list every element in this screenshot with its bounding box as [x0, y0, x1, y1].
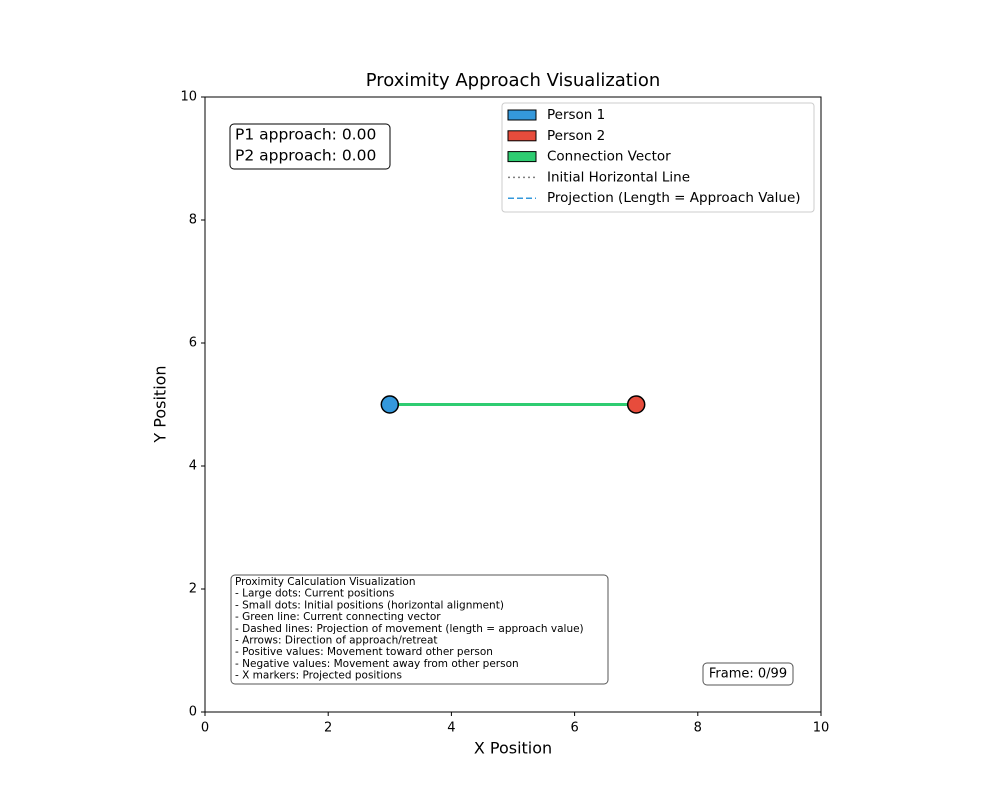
info-line: - Negative values: Movement away from ot…	[235, 658, 519, 670]
x-tick-label: 4	[447, 721, 455, 736]
legend-label: Projection (Length = Approach Value)	[547, 190, 801, 206]
x-tick-label: 8	[694, 721, 702, 736]
info-line: - Green line: Current connecting vector	[235, 611, 441, 623]
plot-area	[204, 96, 822, 713]
y-axis-label: Y Position	[151, 365, 170, 443]
x-tick-label: 10	[813, 721, 830, 736]
legend-label: Connection Vector	[547, 149, 671, 165]
info-line: - Dashed lines: Projection of movement (…	[235, 623, 584, 635]
info-line: - Large dots: Current positions	[235, 588, 394, 600]
info-line: - Small dots: Initial positions (horizon…	[235, 599, 504, 611]
x-tick-label: 6	[570, 721, 578, 736]
legend-label: Person 2	[547, 128, 605, 144]
info-line: - Positive values: Movement toward other…	[235, 646, 493, 658]
info-box	[230, 574, 609, 685]
chart-title: Proximity Approach Visualization	[366, 70, 661, 91]
legend-box	[501, 102, 815, 213]
x-axis-label: X Position	[474, 739, 552, 758]
approach-label: P1 approach: 0.00	[235, 126, 376, 144]
legend-label: Person 1	[547, 107, 605, 123]
y-tick-label: 8	[189, 213, 197, 228]
legend-label: Initial Horizontal Line	[547, 169, 690, 185]
y-tick-label: 10	[180, 90, 197, 105]
person-marker	[380, 395, 400, 414]
y-tick-label: 0	[189, 705, 197, 720]
info-line: - X markers: Projected positions	[235, 670, 402, 682]
y-tick-label: 4	[189, 459, 197, 474]
y-tick-label: 2	[189, 582, 197, 597]
x-tick-label: 0	[201, 721, 209, 736]
info-line: - Arrows: Direction of approach/retreat	[235, 635, 438, 647]
frame-box	[702, 662, 794, 686]
approach-label: P2 approach: 0.00	[235, 147, 376, 165]
legend-swatch	[507, 130, 537, 142]
approach-box	[229, 123, 391, 170]
x-tick-label: 2	[324, 721, 332, 736]
info-line: Proximity Calculation Visualization	[235, 576, 416, 588]
person-marker	[626, 395, 646, 414]
y-tick-label: 6	[189, 336, 197, 351]
legend-swatch	[507, 151, 537, 163]
legend-swatch	[507, 109, 537, 121]
frame-label: Frame: 0/99	[709, 667, 787, 682]
